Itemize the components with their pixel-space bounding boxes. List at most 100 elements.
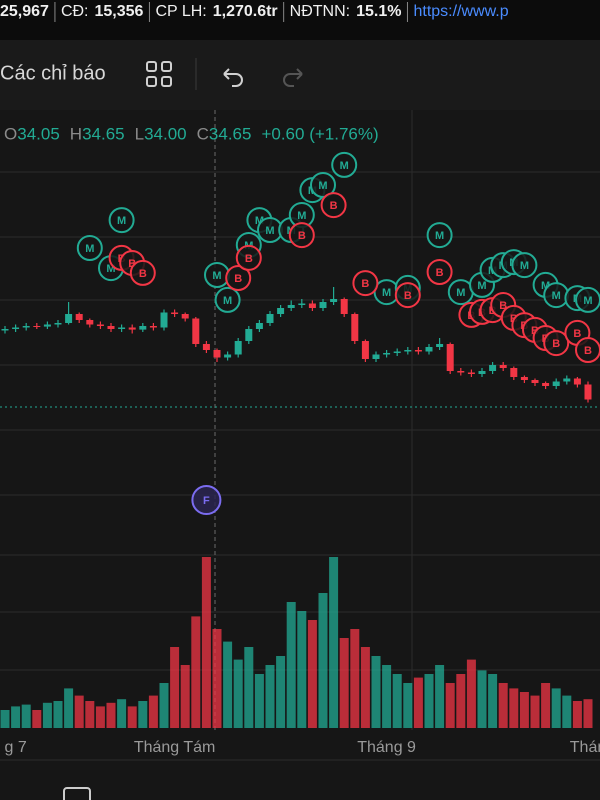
marker-label: B (436, 267, 444, 279)
marker-label: M (435, 230, 444, 242)
volume-bar (127, 706, 137, 728)
marker-label: M (106, 263, 115, 275)
ticker-item: 15,356 (95, 3, 144, 20)
volume-bar (488, 674, 498, 728)
marker-label: M (340, 160, 349, 172)
marker (543, 330, 570, 357)
candle-body (383, 353, 391, 355)
volume-bar (191, 616, 201, 728)
candle-body (330, 299, 338, 302)
volume-bar (435, 665, 445, 728)
volume-bar (244, 647, 254, 728)
candle-body (43, 324, 51, 327)
marker (235, 244, 262, 271)
change: +0.60 (+1.76%) (261, 124, 378, 143)
candle-body (245, 329, 253, 341)
volume-bar (159, 683, 169, 728)
volume-bar (212, 629, 222, 728)
marker-label: F (203, 495, 210, 507)
candle-body (573, 378, 581, 385)
ticker-items: 25,967 CĐ: 15,356 CP LH: 1,270.6tr NĐTNN: 15.1… (0, 2, 509, 22)
volume-bar (583, 699, 593, 728)
volume-bar (371, 656, 381, 728)
marker-label: M (297, 210, 306, 222)
ohlc-value: 34.05 (17, 124, 60, 143)
ohlc-key: C (197, 124, 209, 143)
volume-bar (74, 695, 84, 728)
indicators-button[interactable]: Các chỉ báo (0, 62, 106, 84)
marker-label: M (382, 287, 391, 299)
candle-body (1, 329, 9, 331)
candle-body (287, 305, 295, 308)
marker-label: M (265, 225, 274, 237)
candle-body (542, 383, 550, 386)
candle-body (499, 365, 507, 368)
volume-bar (254, 674, 264, 728)
x-tick-label: Thán (570, 739, 600, 756)
marker-label: B (499, 300, 507, 312)
ticker-link[interactable]: https://www.p (413, 3, 508, 20)
candle-body (340, 299, 348, 314)
candle-body (467, 372, 475, 374)
volume-bar (350, 629, 360, 728)
candle-body (33, 326, 41, 327)
layout-icon[interactable] (146, 61, 172, 87)
marker-label: B (584, 345, 592, 357)
volume-bar (64, 688, 74, 728)
ticker-bar (0, 0, 600, 40)
marker-label: M (85, 243, 94, 255)
candle-body (404, 350, 412, 352)
volume-bar (360, 647, 370, 728)
candle-body (202, 344, 210, 350)
candle-body (361, 341, 369, 359)
volume-bar (498, 683, 508, 728)
candle-body (96, 324, 104, 326)
candle-body (478, 371, 486, 374)
volume-bar (32, 710, 42, 728)
candle-body (181, 314, 189, 319)
marker-label: M (456, 287, 465, 299)
marker (426, 222, 453, 249)
calendar-icon[interactable] (63, 787, 91, 800)
marker-label: B (245, 253, 253, 265)
candle-body (298, 303, 306, 305)
volume-bar (201, 557, 211, 728)
volume-bar (466, 659, 476, 728)
marker-label: B (128, 258, 136, 270)
redo[interactable] (283, 68, 303, 87)
candle-body (224, 354, 232, 358)
candle-body (457, 371, 465, 373)
volume-bar (413, 677, 423, 728)
candle-body (414, 350, 422, 352)
ohlc-legend: O 34.05 H 34.65 L 34.00 C 34.65 +0.60 (+1.76%) (4, 124, 379, 143)
candle-body (308, 303, 316, 308)
marker (394, 282, 421, 309)
candle-body (128, 327, 136, 330)
marker (108, 207, 135, 234)
marker (288, 222, 315, 249)
candle-body (489, 365, 497, 371)
volume-bar (138, 701, 148, 728)
undo[interactable] (223, 68, 243, 87)
ticker-item: 1,270.6tr (213, 3, 278, 20)
marker-label: B (361, 278, 369, 290)
candle-body (446, 344, 454, 371)
volume-bar (318, 593, 328, 728)
volume-bar (148, 695, 158, 728)
marker-label: B (298, 230, 306, 242)
candle-body (107, 326, 115, 329)
marker (575, 286, 600, 313)
volume-bar (519, 692, 529, 728)
marker (191, 485, 222, 515)
volume-bar (541, 683, 551, 728)
ohlc-value: 34.65 (82, 124, 125, 143)
marker-label: B (139, 268, 147, 280)
ohlc-key: O (4, 124, 17, 143)
candle-body (160, 312, 168, 328)
candle-body (266, 314, 274, 323)
candle-body (584, 384, 592, 400)
candle-body (372, 354, 380, 359)
ticker-item: NĐTNN: (290, 3, 350, 20)
